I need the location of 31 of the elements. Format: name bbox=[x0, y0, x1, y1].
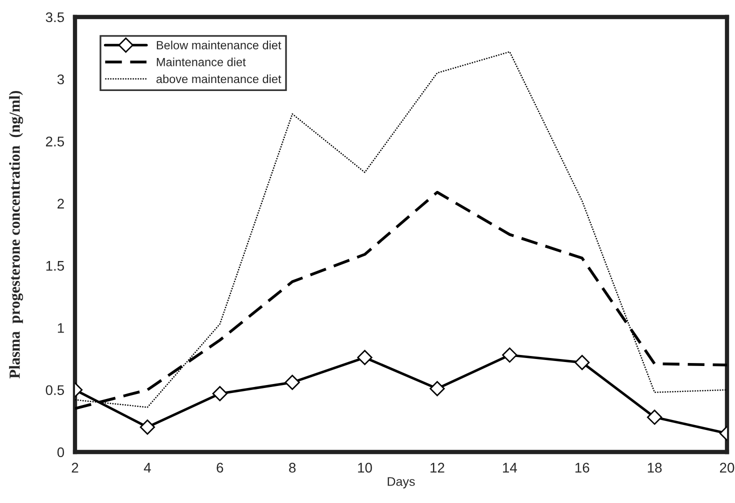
legend-label: Below maintenance diet bbox=[156, 40, 282, 50]
x-tick-label: 10 bbox=[358, 462, 372, 473]
x-tick-label: 14 bbox=[503, 462, 517, 472]
point bbox=[502, 347, 518, 363]
point bbox=[357, 350, 372, 366]
x-tick-label: 20 bbox=[720, 462, 734, 473]
x-tick-label: 6 bbox=[216, 462, 224, 473]
y-tick-label: 1 bbox=[58, 323, 64, 333]
point bbox=[430, 381, 445, 396]
point bbox=[140, 420, 156, 435]
y-tick-label: 3.5 bbox=[46, 12, 64, 22]
point bbox=[284, 374, 300, 390]
x-axis-title: Days bbox=[388, 477, 415, 488]
y-tick-label: 2 bbox=[58, 198, 64, 208]
x-tick-label: 18 bbox=[648, 462, 662, 473]
x-tick-label: 4 bbox=[144, 462, 151, 472]
x-tick-label: 12 bbox=[430, 462, 444, 472]
y-tick-label: 2.5 bbox=[46, 136, 64, 146]
x-tick-label: 16 bbox=[575, 462, 590, 473]
x-tick-label: 2 bbox=[72, 462, 78, 472]
y-tick-label: 3 bbox=[57, 74, 64, 84]
y-tick-label: 0 bbox=[57, 447, 64, 458]
x-tick-label: 8 bbox=[289, 462, 296, 473]
y-tick-label: 1.5 bbox=[46, 261, 64, 271]
y-tick-label: 0.5 bbox=[46, 385, 64, 396]
point bbox=[574, 354, 590, 370]
legend-label: above maintenance diet bbox=[156, 74, 282, 84]
point bbox=[646, 410, 662, 425]
legend-label: Maintenance diet bbox=[156, 58, 246, 66]
y-axis-title: Plasma progesterone concentration (ng/ml) bbox=[9, 90, 24, 378]
point bbox=[212, 386, 228, 402]
